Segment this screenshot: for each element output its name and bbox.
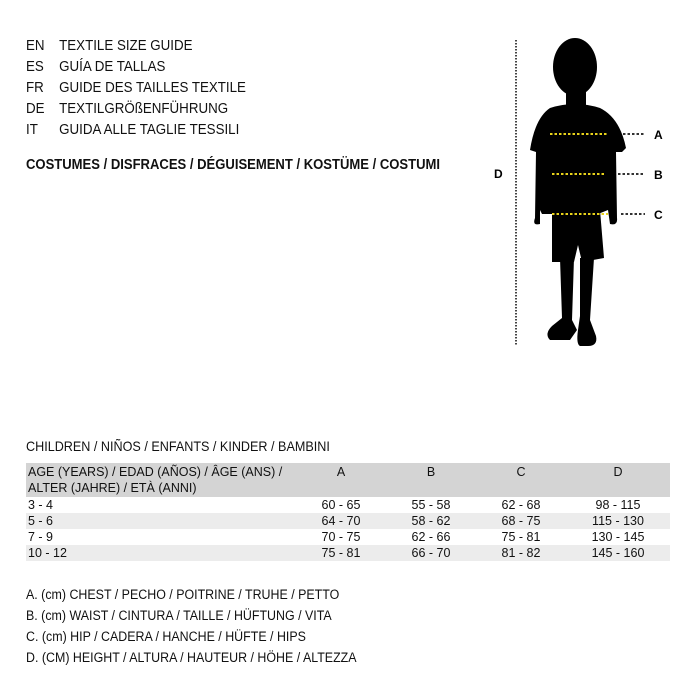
cell-age: 3 - 4 bbox=[28, 498, 54, 512]
table-header-row: AGE (YEARS) / EDAD (AÑOS) / ÂGE (ANS) / … bbox=[26, 463, 670, 497]
label-c: C bbox=[654, 208, 663, 222]
table-row: 5 - 6 64 - 70 58 - 62 68 - 75 115 - 130 bbox=[26, 513, 670, 529]
title-de: DE TEXTILGRÖßENFÜHRUNG bbox=[26, 101, 229, 117]
header-b: B bbox=[386, 463, 476, 497]
title-es: ES GUÍA DE TALLAS bbox=[26, 59, 166, 75]
size-guide-titles: EN TEXTILE SIZE GUIDE ES GUÍA DE TALLAS FR… bbox=[26, 36, 246, 141]
label-a: A bbox=[654, 128, 663, 142]
measurement-legend: A. (cm) CHEST / PECHO / POITRINE / TRUHE… bbox=[26, 584, 357, 668]
child-silhouette-diagram: D A B C bbox=[494, 38, 663, 346]
legend-c: C. (cm) HIP / CADERA / HANCHE / HÜFTE / … bbox=[26, 629, 306, 644]
cell-age: 5 - 6 bbox=[26, 513, 296, 529]
legend-d: D. (CM) HEIGHT / ALTURA / HAUTEUR / HÖHE… bbox=[26, 650, 357, 665]
cell-c: 75 - 81 bbox=[501, 530, 541, 544]
header-age: AGE (YEARS) / EDAD (AÑOS) / ÂGE (ANS) / … bbox=[26, 463, 296, 497]
label-d: D bbox=[494, 167, 503, 181]
cell-a: 64 - 70 bbox=[296, 513, 386, 529]
table-row: 3 - 4 60 - 65 55 - 58 62 - 68 98 - 115 bbox=[26, 497, 670, 513]
cell-a: 60 - 65 bbox=[321, 498, 361, 512]
title-fr: FR GUIDE DES TAILLES TEXTILE bbox=[26, 80, 246, 96]
cell-age: 10 - 12 bbox=[26, 545, 296, 561]
cell-b: 55 - 58 bbox=[411, 498, 451, 512]
cell-c: 68 - 75 bbox=[476, 513, 566, 529]
cell-a: 75 - 81 bbox=[296, 545, 386, 561]
cell-c: 81 - 82 bbox=[476, 545, 566, 561]
table-row: 10 - 12 75 - 81 66 - 70 81 - 82 145 - 16… bbox=[26, 545, 670, 561]
legend-b: B. (cm) WAIST / CINTURA / TAILLE / HÜFTU… bbox=[26, 608, 332, 623]
table-title: CHILDREN / NIÑOS / ENFANTS / KINDER / BA… bbox=[26, 438, 330, 454]
legend-a: A. (cm) CHEST / PECHO / POITRINE / TRUHE… bbox=[26, 587, 340, 602]
cell-age: 7 - 9 bbox=[28, 530, 54, 544]
measure-lines bbox=[550, 133, 645, 215]
label-b: B bbox=[654, 168, 663, 182]
cell-d: 145 - 160 bbox=[566, 545, 670, 561]
title-en: EN TEXTILE SIZE GUIDE bbox=[26, 38, 193, 54]
cell-b: 58 - 62 bbox=[386, 513, 476, 529]
table-row: 7 - 9 70 - 75 62 - 66 75 - 81 130 - 145 bbox=[26, 529, 670, 545]
header-a: A bbox=[296, 463, 386, 497]
title-it: IT GUIDA ALLE TAGLIE TESSILI bbox=[26, 122, 240, 138]
cell-d: 130 - 145 bbox=[591, 530, 645, 544]
cell-b: 66 - 70 bbox=[386, 545, 476, 561]
size-table: AGE (YEARS) / EDAD (AÑOS) / ÂGE (ANS) / … bbox=[26, 463, 670, 561]
cell-a: 70 - 75 bbox=[321, 530, 361, 544]
cell-c: 62 - 68 bbox=[501, 498, 541, 512]
cell-d: 98 - 115 bbox=[595, 498, 641, 512]
header-c: C bbox=[476, 463, 566, 497]
cell-d: 115 - 130 bbox=[566, 513, 670, 529]
header-d: D bbox=[566, 463, 670, 497]
silhouette bbox=[530, 38, 626, 346]
category-heading: COSTUMES / DISFRACES / DÉGUISEMENT / KOS… bbox=[26, 157, 440, 173]
cell-b: 62 - 66 bbox=[411, 530, 451, 544]
